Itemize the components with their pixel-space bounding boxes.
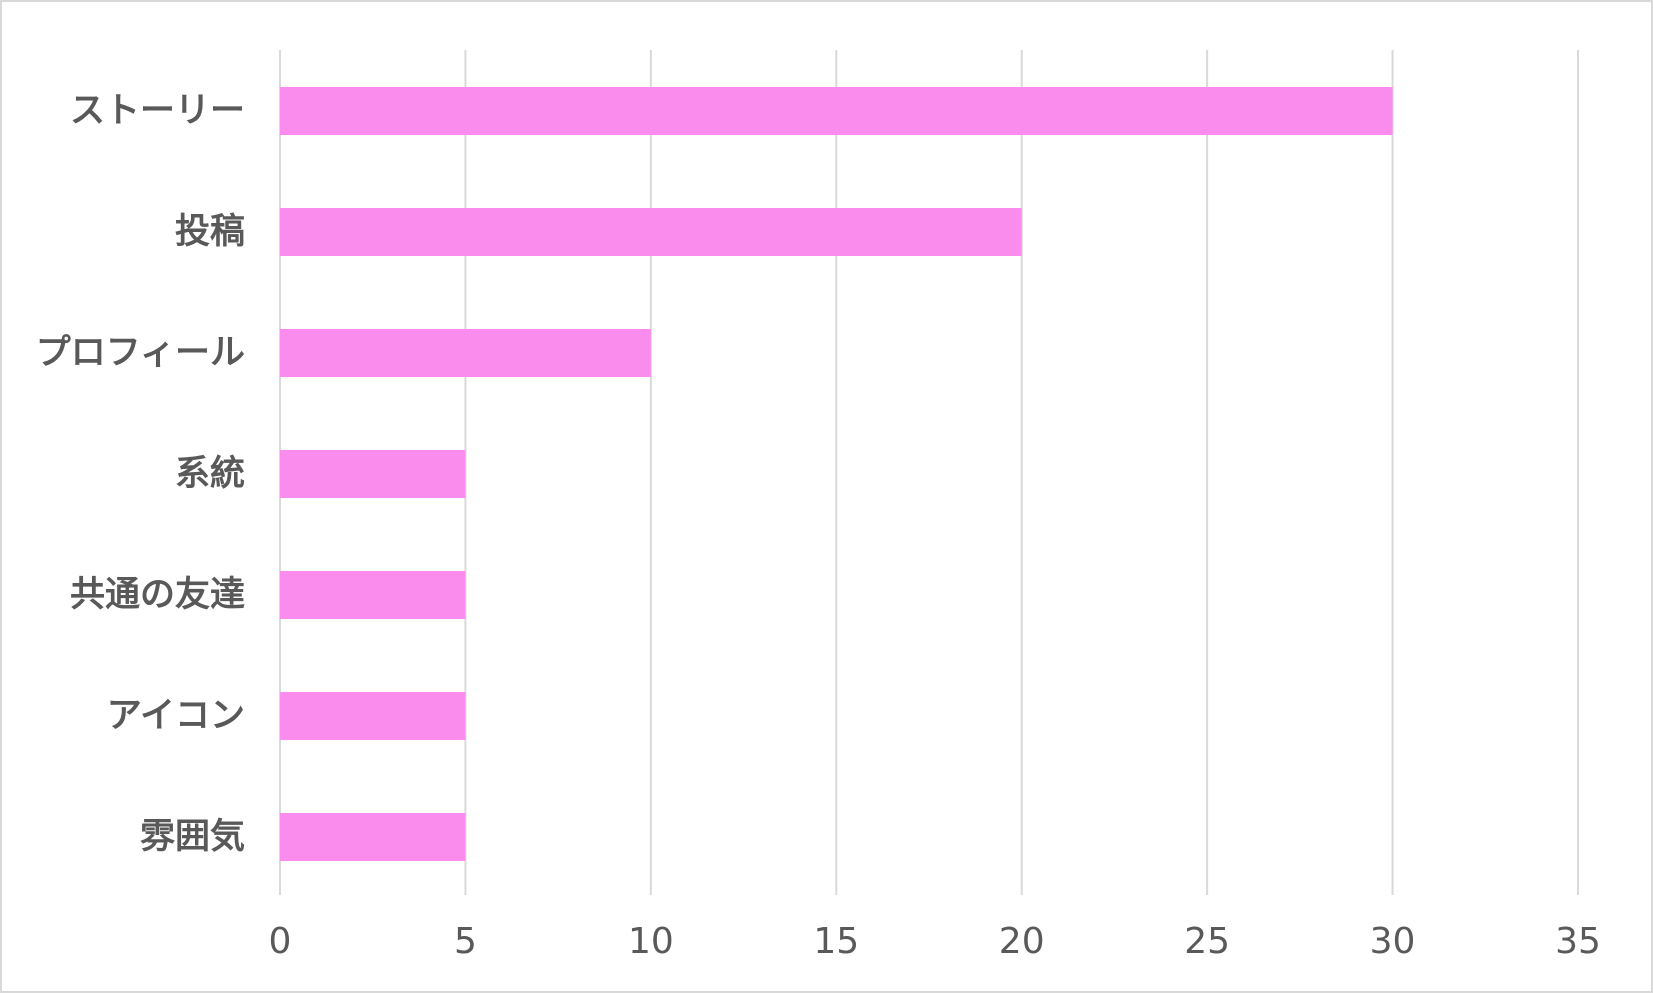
category-label-3: 系統	[175, 454, 245, 494]
category-label-0: ストーリー	[70, 91, 245, 131]
x-tick-label-25: 25	[1184, 921, 1230, 962]
category-label-1: 投稿	[175, 212, 245, 252]
category-label-5: アイコン	[107, 696, 245, 736]
x-tick-label-15: 15	[813, 921, 859, 962]
x-tick-label-5: 5	[454, 921, 477, 962]
x-tick-label-10: 10	[628, 921, 674, 962]
bar-2	[280, 329, 651, 377]
x-tick-label-30: 30	[1370, 921, 1416, 962]
x-tick-label-0: 0	[269, 921, 292, 962]
bar-1	[280, 208, 1022, 256]
bar-6	[280, 813, 466, 861]
category-label-4: 共通の友達	[70, 575, 245, 615]
category-label-2: プロフィール	[36, 333, 245, 373]
bar-5	[280, 692, 466, 740]
bar-4	[280, 571, 466, 619]
bar-3	[280, 450, 466, 498]
x-tick-label-20: 20	[999, 921, 1045, 962]
x-tick-label-35: 35	[1555, 921, 1601, 962]
bar-0	[280, 87, 1393, 135]
category-label-6: 雰囲気	[140, 817, 245, 857]
